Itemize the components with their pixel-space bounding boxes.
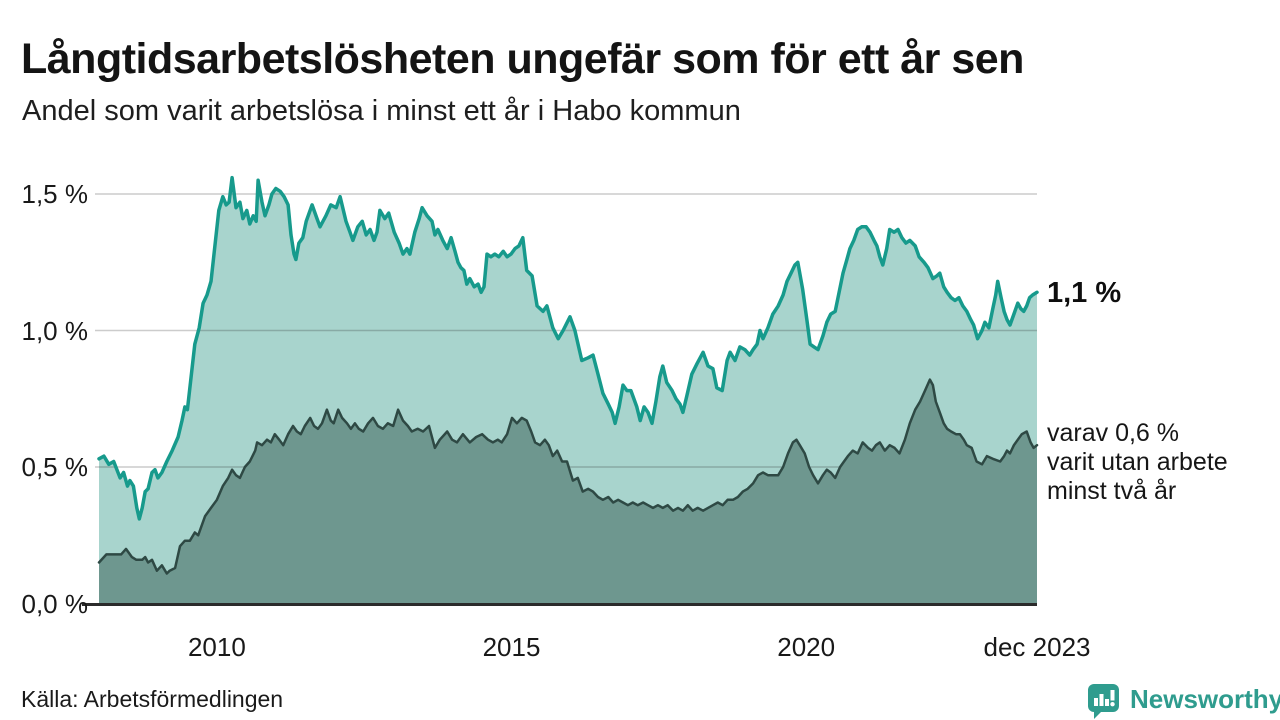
- x-tick-label: dec 2023: [983, 632, 1091, 662]
- end-value-label-two-years: varav 0,6 % varit utan arbete minst två …: [1047, 419, 1228, 506]
- speech-bubble-bar-chart-icon: [1088, 684, 1119, 719]
- line-total: [97, 175, 1039, 521]
- x-tick-label: 2020: [777, 632, 836, 662]
- annotation-line: varit utan arbete: [1047, 448, 1228, 476]
- newsworthy-logo-text: Newsworthy: [1130, 684, 1280, 714]
- chart-subtitle: Andel som varit arbetslösa i minst ett å…: [22, 95, 741, 127]
- newsworthy-logo[interactable]: Newsworthy: [1086, 682, 1280, 720]
- y-tick-label: 1,5 %: [21, 179, 89, 209]
- area-two-years: [99, 379, 1037, 604]
- y-tick-label: 0,0 %: [21, 588, 89, 619]
- annotation-line: varav 0,6 %: [1047, 419, 1180, 447]
- page-title: Långtidsarbetslösheten ungefär som för e…: [21, 34, 1024, 83]
- source-note: Källa: Arbetsförmedlingen: [21, 686, 284, 712]
- y-tick-label: 1,0 %: [21, 315, 89, 346]
- end-value-label-total: 1,1 %: [1047, 277, 1122, 309]
- line-two-years: [97, 378, 1039, 575]
- x-tick-label: 2010: [187, 632, 246, 662]
- y-tick-label: 0,5 %: [21, 452, 89, 482]
- x-tick-label: 2015: [482, 632, 541, 662]
- annotation-line: minst två år: [1047, 477, 1177, 505]
